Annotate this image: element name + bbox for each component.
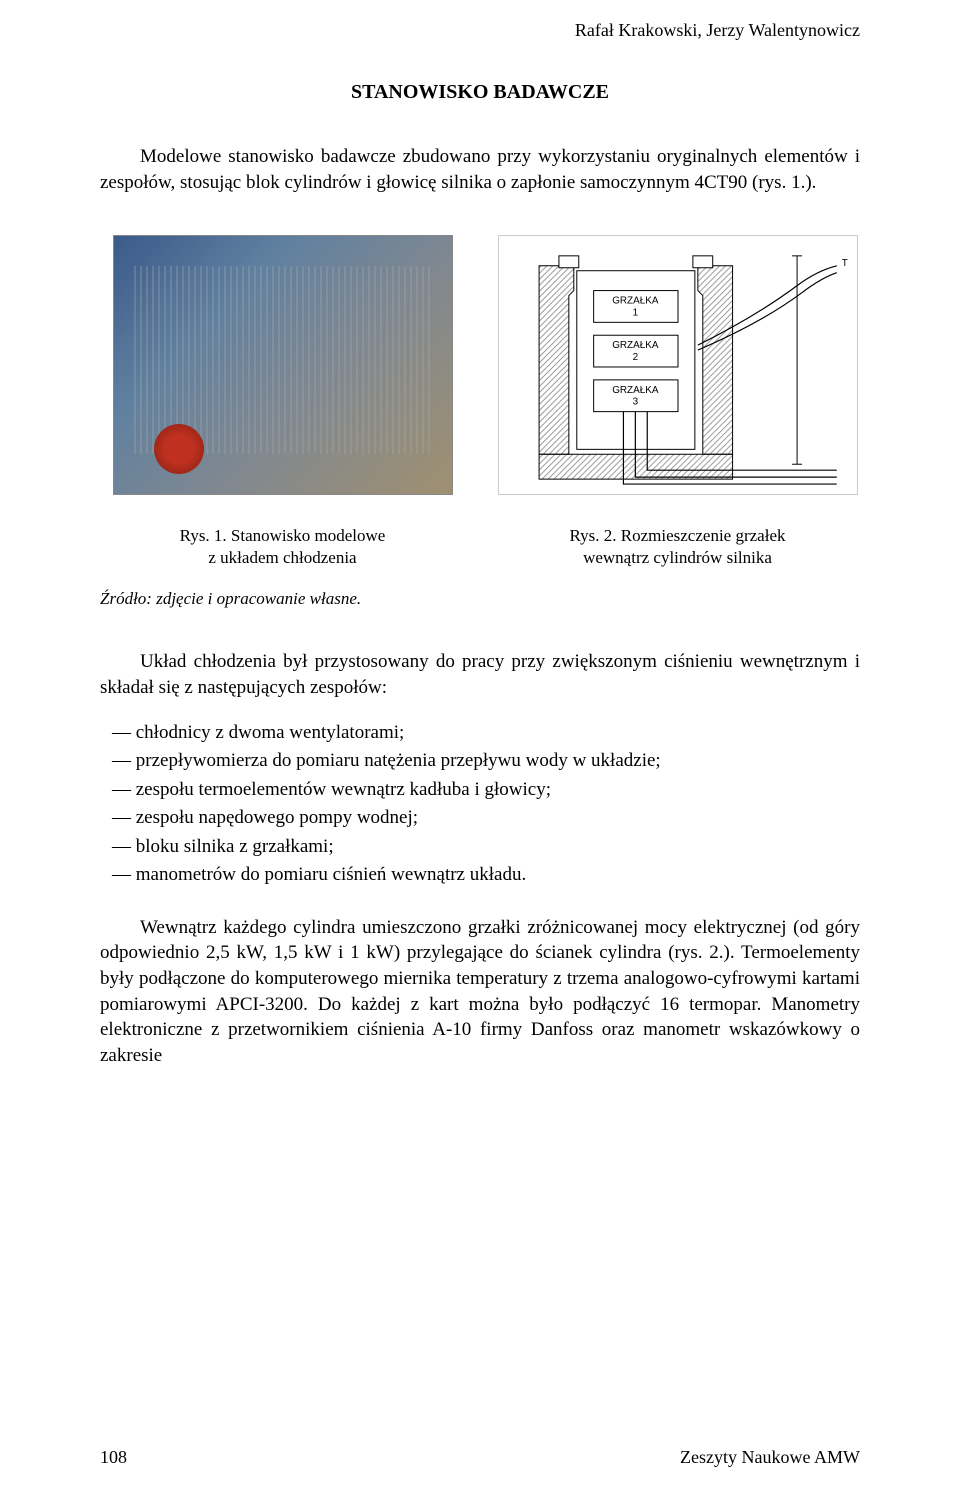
heater-2-label: GRZAŁKA: [612, 340, 659, 351]
journal-name: Zeszyty Naukowe AMW: [680, 1447, 860, 1468]
page-number: 108: [100, 1447, 127, 1468]
t-label: T: [841, 258, 847, 269]
list-item: przepływomierza do pomiaru natężenia prz…: [140, 747, 860, 776]
caption-row: Rys. 1. Stanowisko modelowe z układem ch…: [100, 525, 860, 569]
component-list: chłodnicy z dwoma wentylatorami; przepły…: [100, 719, 860, 890]
header-authors: Rafał Krakowski, Jerzy Walentynowicz: [100, 20, 860, 41]
list-item: zespołu napędowego pompy wodnej;: [140, 804, 860, 833]
figure-left: [100, 235, 465, 495]
heater-3-label: GRZAŁKA: [612, 385, 659, 396]
svg-text:1: 1: [632, 308, 638, 319]
figure-1-caption: Rys. 1. Stanowisko modelowe z układem ch…: [100, 525, 465, 569]
intro-paragraph: Modelowe stanowisko badawcze zbudowano p…: [100, 144, 860, 195]
list-item: manometrów do pomiaru ciśnień wewnątrz u…: [140, 861, 860, 890]
figure-source: Źródło: zdjęcie i opracowanie własne.: [100, 589, 860, 609]
list-item: chłodnicy z dwoma wentylatorami;: [140, 719, 860, 748]
body-para-2: Wewnątrz każdego cylindra umieszczono gr…: [100, 915, 860, 1069]
svg-text:2: 2: [632, 352, 638, 363]
list-item: zespołu termoelementów wewnątrz kadłuba …: [140, 776, 860, 805]
figure-2-caption: Rys. 2. Rozmieszczenie grzałek wewnątrz …: [495, 525, 860, 569]
section-heading: STANOWISKO BADAWCZE: [100, 81, 860, 104]
page-footer: 108 Zeszyty Naukowe AMW: [100, 1447, 860, 1468]
figure-row: GRZAŁKA 1 GRZAŁKA 2 GRZAŁKA 3: [100, 235, 860, 495]
svg-text:3: 3: [632, 397, 638, 408]
body-para-1: Układ chłodzenia był przystosowany do pr…: [100, 649, 860, 700]
list-item: bloku silnika z grzałkami;: [140, 833, 860, 862]
figure-1-photo: [113, 235, 453, 495]
figure-right: GRZAŁKA 1 GRZAŁKA 2 GRZAŁKA 3: [495, 235, 860, 495]
heater-1-label: GRZAŁKA: [612, 296, 659, 307]
figure-2-diagram: GRZAŁKA 1 GRZAŁKA 2 GRZAŁKA 3: [498, 235, 858, 495]
